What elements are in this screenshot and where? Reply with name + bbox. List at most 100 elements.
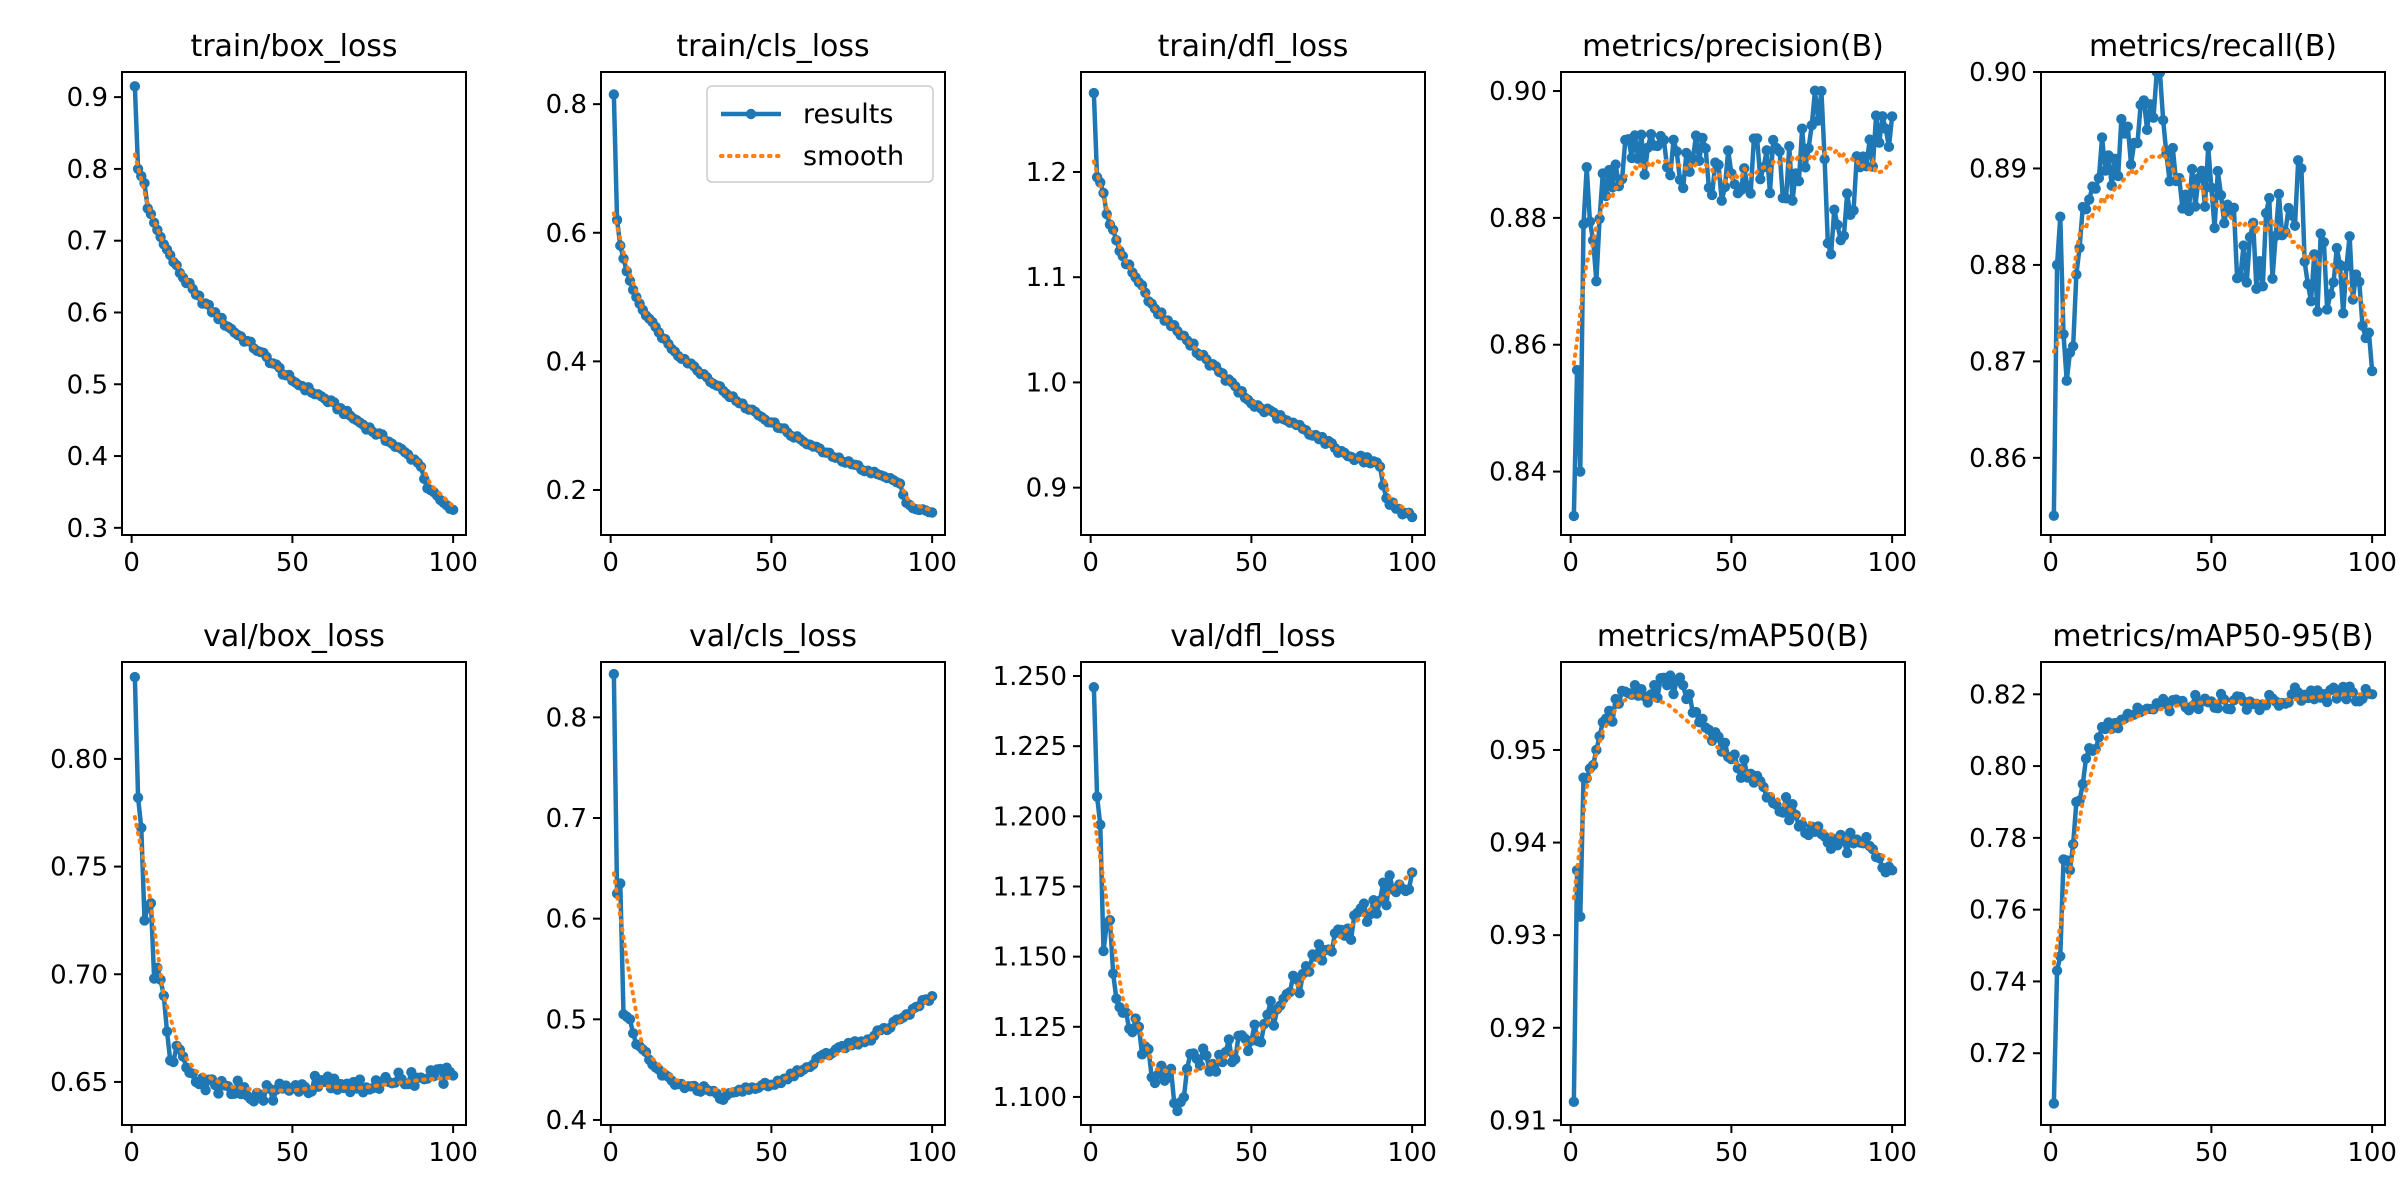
y-tick-label: 1.125 bbox=[993, 1013, 1067, 1043]
y-tick-label: 0.74 bbox=[1969, 967, 2027, 997]
data-point bbox=[1265, 995, 1276, 1007]
results-line bbox=[611, 674, 934, 1103]
data-point bbox=[1575, 911, 1586, 922]
x-tick-label: 100 bbox=[907, 548, 957, 578]
y-tick-label: 0.6 bbox=[546, 905, 587, 935]
data-point bbox=[2077, 778, 2088, 790]
y-tick-label: 0.4 bbox=[67, 442, 108, 472]
results-markers bbox=[608, 668, 938, 1106]
y-tick-label: 0.9 bbox=[1026, 474, 1067, 504]
legend: results smooth bbox=[706, 85, 934, 183]
data-point bbox=[1700, 143, 1711, 154]
data-point bbox=[2299, 256, 2310, 267]
data-point bbox=[1787, 799, 1798, 810]
panel-title: val/dfl_loss bbox=[1170, 619, 1335, 654]
data-point bbox=[2132, 137, 2143, 149]
data-point bbox=[1210, 1066, 1222, 1077]
x-tick-label: 100 bbox=[2347, 1138, 2397, 1168]
results-line bbox=[2051, 72, 2375, 516]
data-point bbox=[1886, 111, 1898, 122]
data-point bbox=[1604, 705, 1615, 717]
data-point bbox=[1636, 129, 1647, 140]
x-tick-label: 100 bbox=[1867, 548, 1917, 578]
data-point bbox=[161, 1026, 173, 1037]
data-point bbox=[1645, 128, 1657, 140]
data-point bbox=[2167, 142, 2179, 154]
data-point bbox=[2241, 277, 2252, 288]
x-tick-label: 100 bbox=[1387, 548, 1437, 578]
data-point bbox=[1684, 688, 1695, 700]
smooth-line bbox=[1571, 692, 1895, 901]
data-point bbox=[2125, 159, 2137, 170]
axes-frame bbox=[121, 71, 467, 536]
data-point bbox=[2154, 72, 2166, 78]
data-point bbox=[1178, 1092, 1190, 1103]
data-point bbox=[1571, 364, 1583, 376]
data-point bbox=[1832, 219, 1843, 230]
data-point bbox=[1649, 680, 1660, 691]
data-point bbox=[1877, 111, 1888, 122]
data-point bbox=[608, 89, 620, 100]
x-tick-label: 0 bbox=[602, 548, 619, 578]
data-point bbox=[1575, 466, 1586, 477]
data-point bbox=[1841, 188, 1853, 199]
data-point bbox=[232, 1075, 243, 1086]
data-point bbox=[1690, 706, 1702, 718]
y-tick-label: 0.76 bbox=[1969, 896, 2027, 926]
panel-val-box-loss: val/box_loss 0 50 100 0.65 0.70 0.75 0.80 bbox=[50, 619, 478, 1168]
data-point bbox=[1610, 159, 1621, 170]
data-point bbox=[1220, 1046, 1231, 1058]
data-point bbox=[409, 1080, 420, 1092]
data-point bbox=[1796, 123, 1808, 134]
y-tick-label: 0.8 bbox=[546, 703, 587, 733]
y-tick-label: 0.90 bbox=[1489, 77, 1547, 107]
panel-metrics-recall-b: metrics/recall(B) 0 50 100 0.86 0.87 0.88 0.89 0… bbox=[1969, 29, 2397, 578]
x-tick-label: 50 bbox=[1715, 1138, 1748, 1168]
data-point bbox=[2199, 201, 2211, 212]
data-point bbox=[2341, 261, 2352, 272]
data-point bbox=[1345, 934, 1357, 946]
data-point bbox=[2186, 163, 2198, 175]
data-point bbox=[2061, 375, 2072, 386]
data-point bbox=[2354, 276, 2365, 288]
data-point bbox=[1091, 791, 1103, 802]
data-point bbox=[1677, 182, 1689, 194]
panel-title: val/cls_loss bbox=[689, 619, 857, 654]
y-tick-label: 0.6 bbox=[67, 298, 108, 328]
x-tick-label: 50 bbox=[1235, 1138, 1268, 1168]
data-point bbox=[2157, 115, 2169, 126]
data-point bbox=[2325, 289, 2336, 300]
data-point bbox=[2080, 753, 2092, 764]
y-tick-label: 0.9 bbox=[67, 83, 108, 113]
data-point bbox=[1880, 123, 1891, 134]
data-point bbox=[624, 1014, 636, 1025]
data-point bbox=[1745, 188, 1756, 199]
y-tick-label: 0.92 bbox=[1489, 1014, 1547, 1044]
data-point bbox=[1800, 162, 1811, 173]
data-point bbox=[1381, 900, 1392, 911]
data-point bbox=[1858, 151, 1869, 162]
data-point bbox=[1581, 161, 1592, 173]
results-line bbox=[2051, 684, 2373, 1104]
y-tick-label: 1.100 bbox=[993, 1083, 1067, 1113]
data-point bbox=[2341, 694, 2352, 705]
data-point bbox=[1825, 249, 1837, 260]
y-tick-label: 0.5 bbox=[546, 1005, 587, 1035]
data-point bbox=[2273, 188, 2285, 200]
data-point bbox=[2286, 210, 2297, 221]
axes-frame bbox=[600, 661, 946, 1126]
data-point bbox=[1642, 697, 1654, 708]
data-point bbox=[1088, 682, 1100, 693]
data-point bbox=[447, 504, 459, 516]
smooth-line bbox=[132, 815, 456, 1093]
data-point bbox=[1822, 238, 1834, 249]
data-point bbox=[2312, 306, 2323, 317]
data-point bbox=[1874, 137, 1885, 148]
data-point bbox=[1384, 870, 1395, 881]
panel-title: train/box_loss bbox=[190, 29, 397, 64]
data-point bbox=[2148, 112, 2159, 123]
data-point bbox=[1861, 831, 1872, 843]
data-point bbox=[2212, 165, 2224, 177]
panel-val-cls-loss: val/cls_loss 0 50 100 0.4 0.5 0.6 0.7 0.8 bbox=[546, 619, 957, 1168]
